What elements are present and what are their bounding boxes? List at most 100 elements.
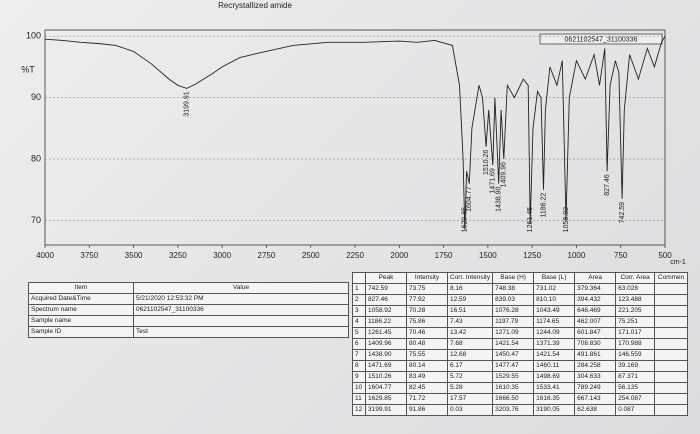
cell: 39.169	[615, 360, 656, 372]
peak-table: Peak Intensity Corr. Intensity Base (H) Base…	[352, 272, 689, 416]
cell: 5	[352, 327, 366, 339]
peak-label: 1058.92	[563, 207, 570, 232]
cell: 5.28	[446, 382, 494, 394]
cell: 9	[352, 371, 366, 383]
cell: 70.46	[406, 327, 448, 339]
peak-label: 1438.90	[496, 186, 503, 211]
cell: 0621102547_31100336	[133, 304, 349, 316]
cell	[654, 404, 689, 416]
cell: 731.02	[533, 283, 576, 295]
cell: 379.364	[574, 283, 617, 295]
cell: 56.135	[615, 382, 656, 394]
cell: 1409.96	[365, 338, 407, 350]
cell: 304.633	[574, 371, 617, 383]
plot-frame	[44, 29, 666, 246]
cell: 17.57	[446, 393, 494, 405]
cell: 1197.79	[492, 316, 535, 328]
cell: 284.258	[574, 360, 617, 372]
x-tick-label: 2500	[302, 251, 320, 260]
cell: 1058.92	[365, 305, 407, 317]
cell: 4	[352, 316, 366, 328]
x-tick-label: 1000	[568, 251, 586, 260]
x-tick-label: 2250	[346, 251, 364, 260]
peak-label: 3199.91	[184, 91, 191, 116]
cell: 1460.11	[533, 360, 576, 372]
chart: Recrystallized amide %T cm-1 0621102547_…	[21, 1, 686, 266]
cell: 254.087	[615, 393, 656, 405]
cell: 3199.91	[365, 404, 407, 416]
x-tick-label: 3250	[169, 251, 187, 260]
peak-label: 1629.85	[462, 207, 469, 232]
cell: Acquired Date&Time	[28, 293, 134, 305]
cell	[654, 349, 689, 361]
cell	[654, 283, 689, 295]
y-tick-label: 90	[31, 92, 41, 102]
cell: 0.03	[446, 404, 494, 416]
cell: 70.28	[406, 305, 448, 317]
cell	[133, 315, 349, 327]
cell: 1477.47	[492, 360, 535, 372]
header-cell: Base (H)	[492, 272, 535, 284]
cell: 742.59	[365, 283, 407, 295]
header-cell: Corr. Intensity	[446, 272, 494, 284]
peak-label: 1409.96	[501, 162, 508, 187]
x-tick-label: 750	[614, 251, 628, 260]
x-tick-label: 1250	[523, 251, 541, 260]
cell: 5/21/2020 12:53:32 PM	[133, 293, 349, 305]
y-tick-label: 80	[31, 153, 41, 163]
cell: 748.38	[492, 283, 535, 295]
cell: 1261.45	[365, 327, 407, 339]
x-tick-label: 4000	[36, 251, 54, 260]
cell: 80.48	[406, 338, 448, 350]
y-tick-label: 100	[26, 31, 41, 41]
peak-label: 827.46	[604, 174, 611, 196]
cell: 3	[352, 305, 366, 317]
cell: 12	[352, 404, 366, 416]
cell: 7.43	[446, 316, 494, 328]
cell: 394.432	[574, 294, 617, 306]
cell: 7.68	[446, 338, 494, 350]
cell: 12.59	[446, 294, 494, 306]
cell: 1510.26	[365, 371, 407, 383]
header-cell: Base (L)	[533, 272, 576, 284]
meta-table: Item Value Acquired Date&Time 5/21/2020 12:…	[28, 282, 349, 338]
cell: 63.028	[615, 283, 656, 295]
spectrum-line	[44, 35, 666, 230]
cell: 648.469	[574, 305, 617, 317]
cell: 80.14	[406, 360, 448, 372]
cell	[654, 316, 689, 328]
cell: 12.68	[446, 349, 494, 361]
cell: Spectrum name	[28, 304, 134, 316]
cell: 123.488	[615, 294, 656, 306]
cell: 1186.22	[365, 316, 407, 328]
cell: 1244.09	[533, 327, 576, 339]
y-tick-label: 70	[31, 215, 41, 225]
cell: 1629.85	[365, 393, 407, 405]
cell	[654, 393, 689, 405]
cell: Test	[133, 326, 349, 338]
cell: 1076.28	[492, 305, 535, 317]
cell: 1450.47	[492, 349, 535, 361]
cell: 3190.05	[533, 404, 576, 416]
cell: 1666.50	[492, 393, 535, 405]
cell: 1610.35	[492, 382, 535, 394]
cell: Sample ID	[28, 326, 134, 338]
cell: 1	[352, 283, 366, 295]
cell	[654, 360, 689, 372]
cell: 462.007	[574, 316, 617, 328]
cell	[654, 338, 689, 350]
cell: 146.559	[615, 349, 656, 361]
cell: 83.49	[406, 371, 448, 383]
spectrum-label: 0621102547_31100336	[565, 36, 638, 43]
peak-label: 1261.45	[527, 207, 534, 232]
header-cell: Value	[133, 282, 349, 294]
cell: 8.16	[446, 283, 494, 295]
cell: 789.249	[574, 382, 617, 394]
cell	[654, 371, 689, 383]
cell: 1271.09	[492, 327, 535, 339]
chart-title: Recrystallized amide	[218, 1, 292, 10]
cell: 71.72	[406, 393, 448, 405]
cell: 1438.90	[365, 349, 407, 361]
cell: 8	[352, 360, 366, 372]
